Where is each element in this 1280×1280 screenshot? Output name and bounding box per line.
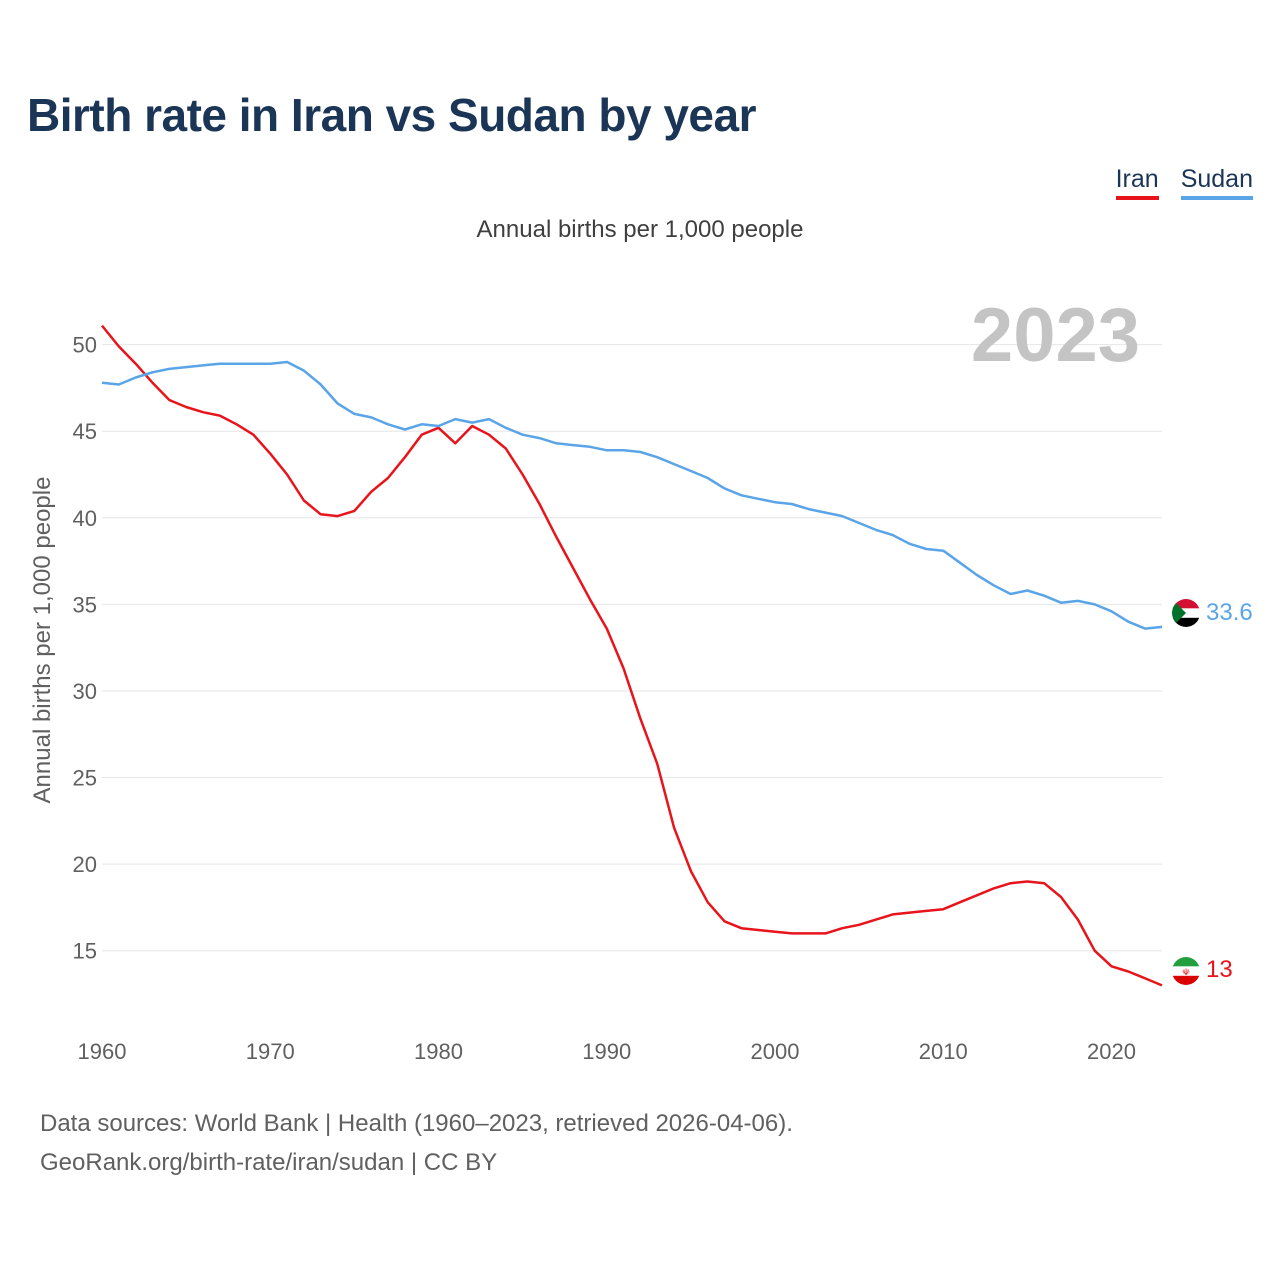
- chart-subtitle: Annual births per 1,000 people: [476, 216, 804, 243]
- series-lines: [101, 324, 1163, 987]
- y-tick-label: 20: [73, 852, 97, 877]
- x-tick-label: 1980: [414, 1039, 463, 1064]
- page-title: Birth rate in Iran vs Sudan by year: [27, 89, 756, 141]
- grid-lines: [102, 344, 1162, 952]
- x-tick-label: 2000: [751, 1039, 800, 1064]
- y-tick-label: 25: [73, 766, 97, 791]
- iran-end-label: 13: [1206, 956, 1233, 983]
- footer-link[interactable]: GeoRank.org/birth-rate/iran/sudan | CC B…: [40, 1149, 498, 1176]
- y-tick-label: 45: [73, 419, 97, 444]
- sudan-end-label: 33.6: [1206, 599, 1253, 626]
- x-tick-label: 1960: [78, 1039, 127, 1064]
- y-axis-ticks: 15 20 25 30 35 40 45 50: [73, 333, 97, 964]
- sudan-flag-icon: [1172, 599, 1200, 627]
- footer-sources: Data sources: World Bank | Health (1960–…: [40, 1110, 793, 1137]
- legend-item-sudan[interactable]: Sudan: [1180, 165, 1253, 200]
- x-tick-label: 2020: [1087, 1039, 1136, 1064]
- legend: Iran Sudan: [1115, 165, 1253, 200]
- y-tick-label: 15: [73, 939, 97, 964]
- y-tick-label: 30: [73, 679, 97, 704]
- series-line-sudan[interactable]: [101, 360, 1163, 630]
- y-tick-label: 35: [73, 592, 97, 617]
- series-line-iran[interactable]: [101, 324, 1163, 987]
- legend-item-iran[interactable]: Iran: [1115, 165, 1159, 200]
- year-label: 2023: [971, 293, 1140, 378]
- svg-text:☫: ☫: [1182, 968, 1190, 978]
- y-tick-label: 40: [73, 506, 97, 531]
- x-tick-label: 1990: [582, 1039, 631, 1064]
- footer: Data sources: World Bank | Health (1960–…: [40, 1104, 793, 1182]
- y-tick-label: 50: [73, 333, 97, 358]
- y-axis-label: Annual births per 1,000 people: [29, 477, 56, 804]
- x-tick-label: 2010: [919, 1039, 968, 1064]
- x-axis-ticks: 1960 1970 1980 1990 2000 2010 2020: [78, 1039, 1136, 1064]
- line-chart: 15 20 25 30 35 40 45 50 1960 1970 1980 1990 2000 201…: [29, 293, 1253, 1064]
- iran-flag-icon: ☫: [1172, 957, 1200, 985]
- x-tick-label: 1970: [246, 1039, 295, 1064]
